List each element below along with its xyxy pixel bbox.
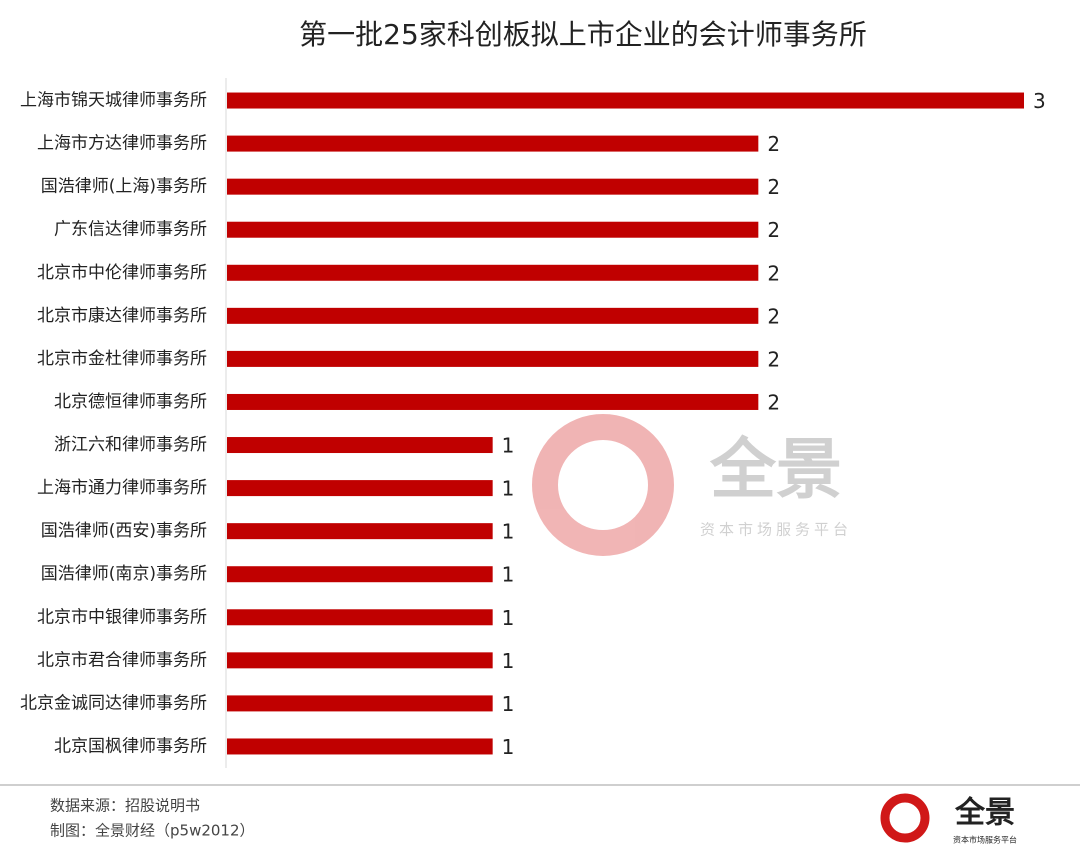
bar (227, 480, 493, 497)
logo-brand: 全景 (954, 796, 1015, 831)
value-label: 2 (767, 175, 780, 199)
bar (227, 221, 759, 238)
value-label: 3 (1033, 89, 1046, 113)
y-tick-label: 北京德恒律师事务所 (54, 392, 207, 412)
value-label: 2 (767, 218, 780, 242)
bar (227, 437, 493, 454)
watermark-icon-inner (607, 460, 643, 496)
value-label: 2 (767, 347, 780, 371)
logo-icon (880, 793, 930, 843)
value-label: 1 (502, 434, 515, 458)
watermark-brand: 全景 (709, 431, 842, 508)
y-tick-label: 浙江六和律师事务所 (54, 435, 207, 455)
y-tick-label: 北京市康达律师事务所 (37, 306, 207, 326)
y-tick-label: 北京国枫律师事务所 (54, 736, 207, 756)
watermark-icon (532, 414, 674, 556)
credit: 制图：全景财经（p5w2012） (50, 822, 255, 840)
bar (227, 350, 759, 367)
source: 数据来源：招股说明书 (50, 797, 200, 815)
value-label: 2 (767, 132, 780, 156)
chart-title: 第一批25家科创板拟上市企业的会计师事务所 (299, 18, 867, 51)
y-tick-label: 广东信达律师事务所 (54, 220, 207, 240)
y-tick-label: 北京市中银律师事务所 (37, 607, 207, 627)
logo-slogan: 资本市场服务平台 (953, 835, 1017, 845)
y-tick-label: 北京市中伦律师事务所 (37, 263, 207, 283)
bar (227, 307, 759, 324)
bar (227, 393, 759, 410)
value-label: 1 (502, 649, 515, 673)
value-label: 2 (767, 390, 780, 414)
y-tick-label: 北京市君合律师事务所 (37, 650, 207, 670)
value-label: 1 (502, 563, 515, 587)
watermark: 全景 资本市场服务平台 (532, 414, 852, 556)
bar (227, 92, 1024, 109)
watermark-slogan: 资本市场服务平台 (700, 521, 852, 539)
y-tick-label: 上海市方达律师事务所 (37, 134, 207, 154)
value-label: 1 (502, 606, 515, 630)
bar (227, 523, 493, 540)
bar (227, 609, 493, 626)
y-tick-label: 国浩律师(南京)事务所 (41, 564, 207, 584)
bar (227, 652, 493, 669)
y-tick-label: 上海市通力律师事务所 (37, 478, 207, 498)
bar (227, 178, 759, 195)
bar (227, 135, 759, 152)
value-label: 1 (502, 520, 515, 544)
logo: 全景 资本市场服务平台 (880, 793, 1017, 845)
bar (227, 695, 493, 712)
value-label: 1 (502, 735, 515, 759)
y-tick-label: 上海市锦天城律师事务所 (20, 91, 207, 111)
y-tick-label: 国浩律师(上海)事务所 (41, 177, 207, 197)
value-label: 1 (502, 477, 515, 501)
bar (227, 566, 493, 583)
bar (227, 738, 493, 755)
bar (227, 264, 759, 281)
y-tick-label: 国浩律师(西安)事务所 (41, 521, 207, 541)
y-tick-label: 北京金诚同达律师事务所 (20, 693, 207, 713)
value-label: 2 (767, 261, 780, 285)
y-tick-label: 北京市金杜律师事务所 (37, 349, 207, 369)
value-label: 2 (767, 304, 780, 328)
value-label: 1 (502, 692, 515, 716)
